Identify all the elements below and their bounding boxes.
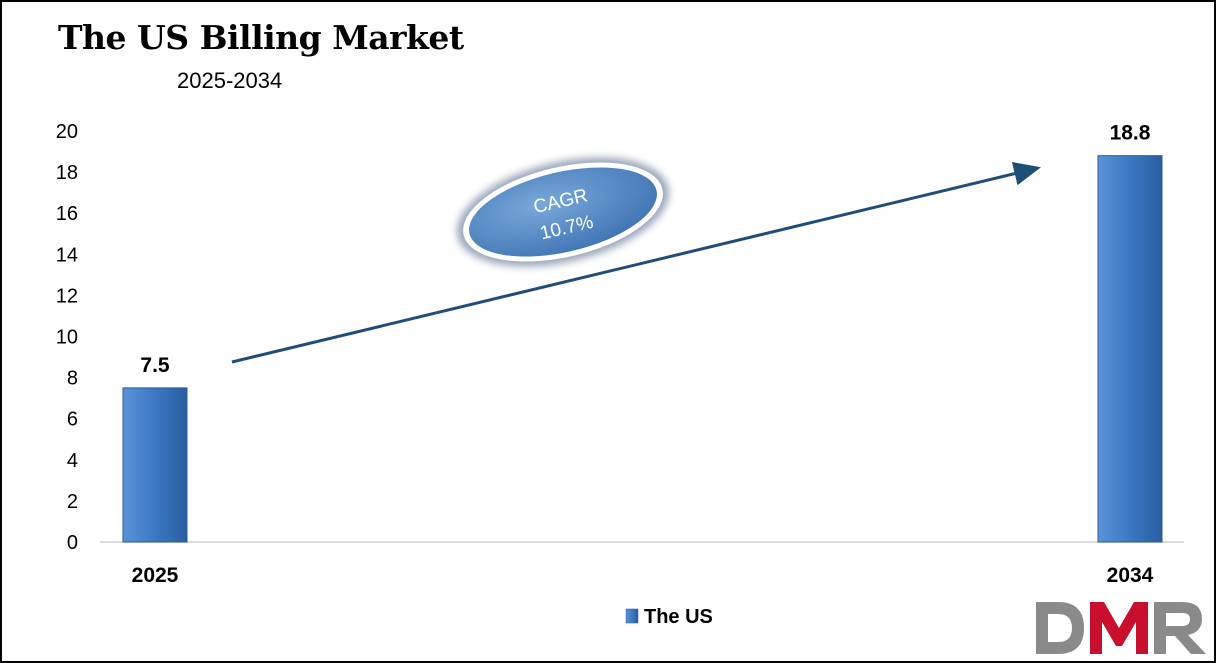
y-axis: 0 2 4 6 8 10 12 14 16 18 20 — [56, 121, 78, 554]
logo-letter-d — [1036, 602, 1084, 654]
y-tick-label: 4 — [67, 450, 78, 472]
x-tick-label-2025: 2025 — [132, 564, 179, 587]
y-tick-label: 18 — [56, 162, 78, 184]
bar-2025 — [122, 387, 188, 543]
chart-title: The US Billing Market — [58, 18, 464, 57]
legend-label: The US — [644, 606, 713, 628]
logo-letter-r — [1154, 602, 1206, 654]
y-tick-label: 20 — [56, 121, 78, 143]
legend: The US — [625, 606, 713, 628]
y-tick-label: 8 — [67, 368, 78, 390]
y-tick-label: 2 — [67, 491, 78, 513]
dmr-logo — [1036, 602, 1206, 654]
y-tick-label: 6 — [67, 409, 78, 431]
x-axis: 2025 2034 — [132, 564, 1154, 587]
data-labels: 7.5 18.8 — [140, 122, 1150, 377]
legend-swatch — [625, 608, 639, 624]
bars — [122, 155, 1163, 543]
cagr-badge: CAGR 10.7% — [457, 157, 669, 267]
y-tick-label: 0 — [67, 532, 78, 554]
logo-letter-m — [1090, 602, 1148, 654]
chart-subtitle: 2025-2034 — [177, 68, 283, 93]
growth-arrow — [231, 161, 1041, 364]
bar-2034 — [1097, 155, 1163, 543]
x-tick-label-2034: 2034 — [1107, 564, 1154, 587]
data-label-2034: 18.8 — [1110, 122, 1151, 145]
y-tick-label: 14 — [56, 244, 78, 266]
y-tick-label: 12 — [56, 285, 78, 307]
y-tick-label: 10 — [56, 327, 78, 349]
data-label-2025: 7.5 — [140, 354, 170, 377]
y-tick-label: 16 — [56, 203, 78, 225]
